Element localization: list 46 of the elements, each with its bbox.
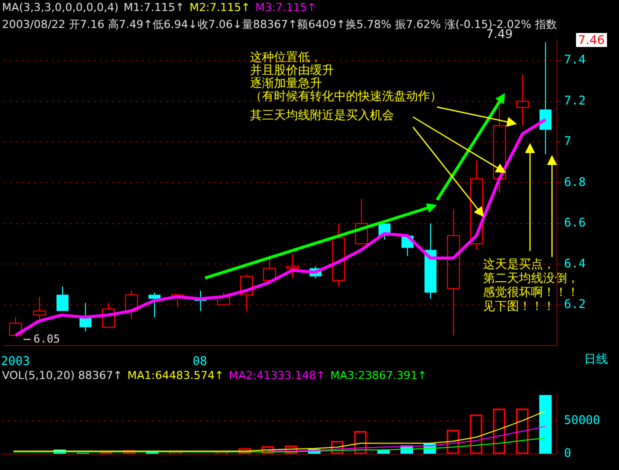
annotation: 逐渐加量急升	[250, 76, 322, 90]
text: MA1:64483.574↑	[127, 368, 224, 384]
text: M2:7.115↑	[189, 0, 250, 16]
text: M3:7.115↑	[255, 0, 316, 16]
y-tick-label: 7	[564, 134, 572, 148]
x-tick-label: 2003	[1, 354, 30, 368]
chart-title: VOL(5,10,20) 88367↑	[2, 368, 122, 384]
candlestick	[148, 292, 160, 318]
candlestick	[424, 222, 436, 300]
y-tick-label: 6.2	[564, 297, 586, 312]
y-tick-label: 6.4	[564, 256, 586, 270]
y-tick-label: 6.8	[564, 174, 586, 189]
y-tick-label: 50000	[564, 412, 600, 427]
text: 7.46	[576, 33, 607, 47]
y-tick-label: 6.6	[564, 216, 586, 230]
candlestick	[493, 106, 506, 194]
text: MA2:41333.148↑	[228, 368, 326, 384]
text: M1:7.115↑	[124, 0, 184, 16]
candlestick	[355, 198, 368, 244]
candlestick	[470, 160, 483, 250]
candlestick	[516, 74, 529, 126]
annotation: 并且股价由缓升	[250, 63, 334, 77]
candlestick	[447, 208, 460, 336]
x-tick-label: 08	[192, 354, 208, 368]
chart-title: MA(3,3,3,0,0,0,0,0,4)	[2, 0, 119, 16]
annotation: 其三天均线附近是买入机会	[250, 108, 394, 122]
candlestick	[33, 296, 46, 320]
bar	[539, 394, 552, 454]
candlestick	[332, 222, 345, 288]
text: 日线	[584, 352, 608, 366]
text: MA3:23867.391↑	[330, 368, 427, 384]
annotation: （有时候有转化中的快速洗盘动作）	[250, 89, 442, 103]
annotation: 这天是买点，	[483, 257, 555, 271]
y-tick-label: 0	[564, 446, 572, 460]
annotation: 6.05	[33, 332, 60, 346]
candlestick	[102, 302, 115, 328]
text: 2003/08/22 开7.16 高7.49↑低6.94↓收7.06↓量88367↑额6409↑换5.78% 振7.62% 涨(-0.15)-2.02% 指数	[2, 18, 557, 31]
candlestick	[240, 274, 253, 312]
y-tick-label: 7.4	[564, 52, 586, 67]
candlestick	[540, 42, 552, 155]
annotation: 感觉很坏啊！！！	[483, 285, 579, 299]
candlestick	[9, 316, 22, 336]
y-tick-label: 7.2	[564, 93, 586, 108]
candlestick	[125, 290, 138, 320]
candlestick	[56, 286, 68, 311]
candlestick	[286, 253, 299, 279]
